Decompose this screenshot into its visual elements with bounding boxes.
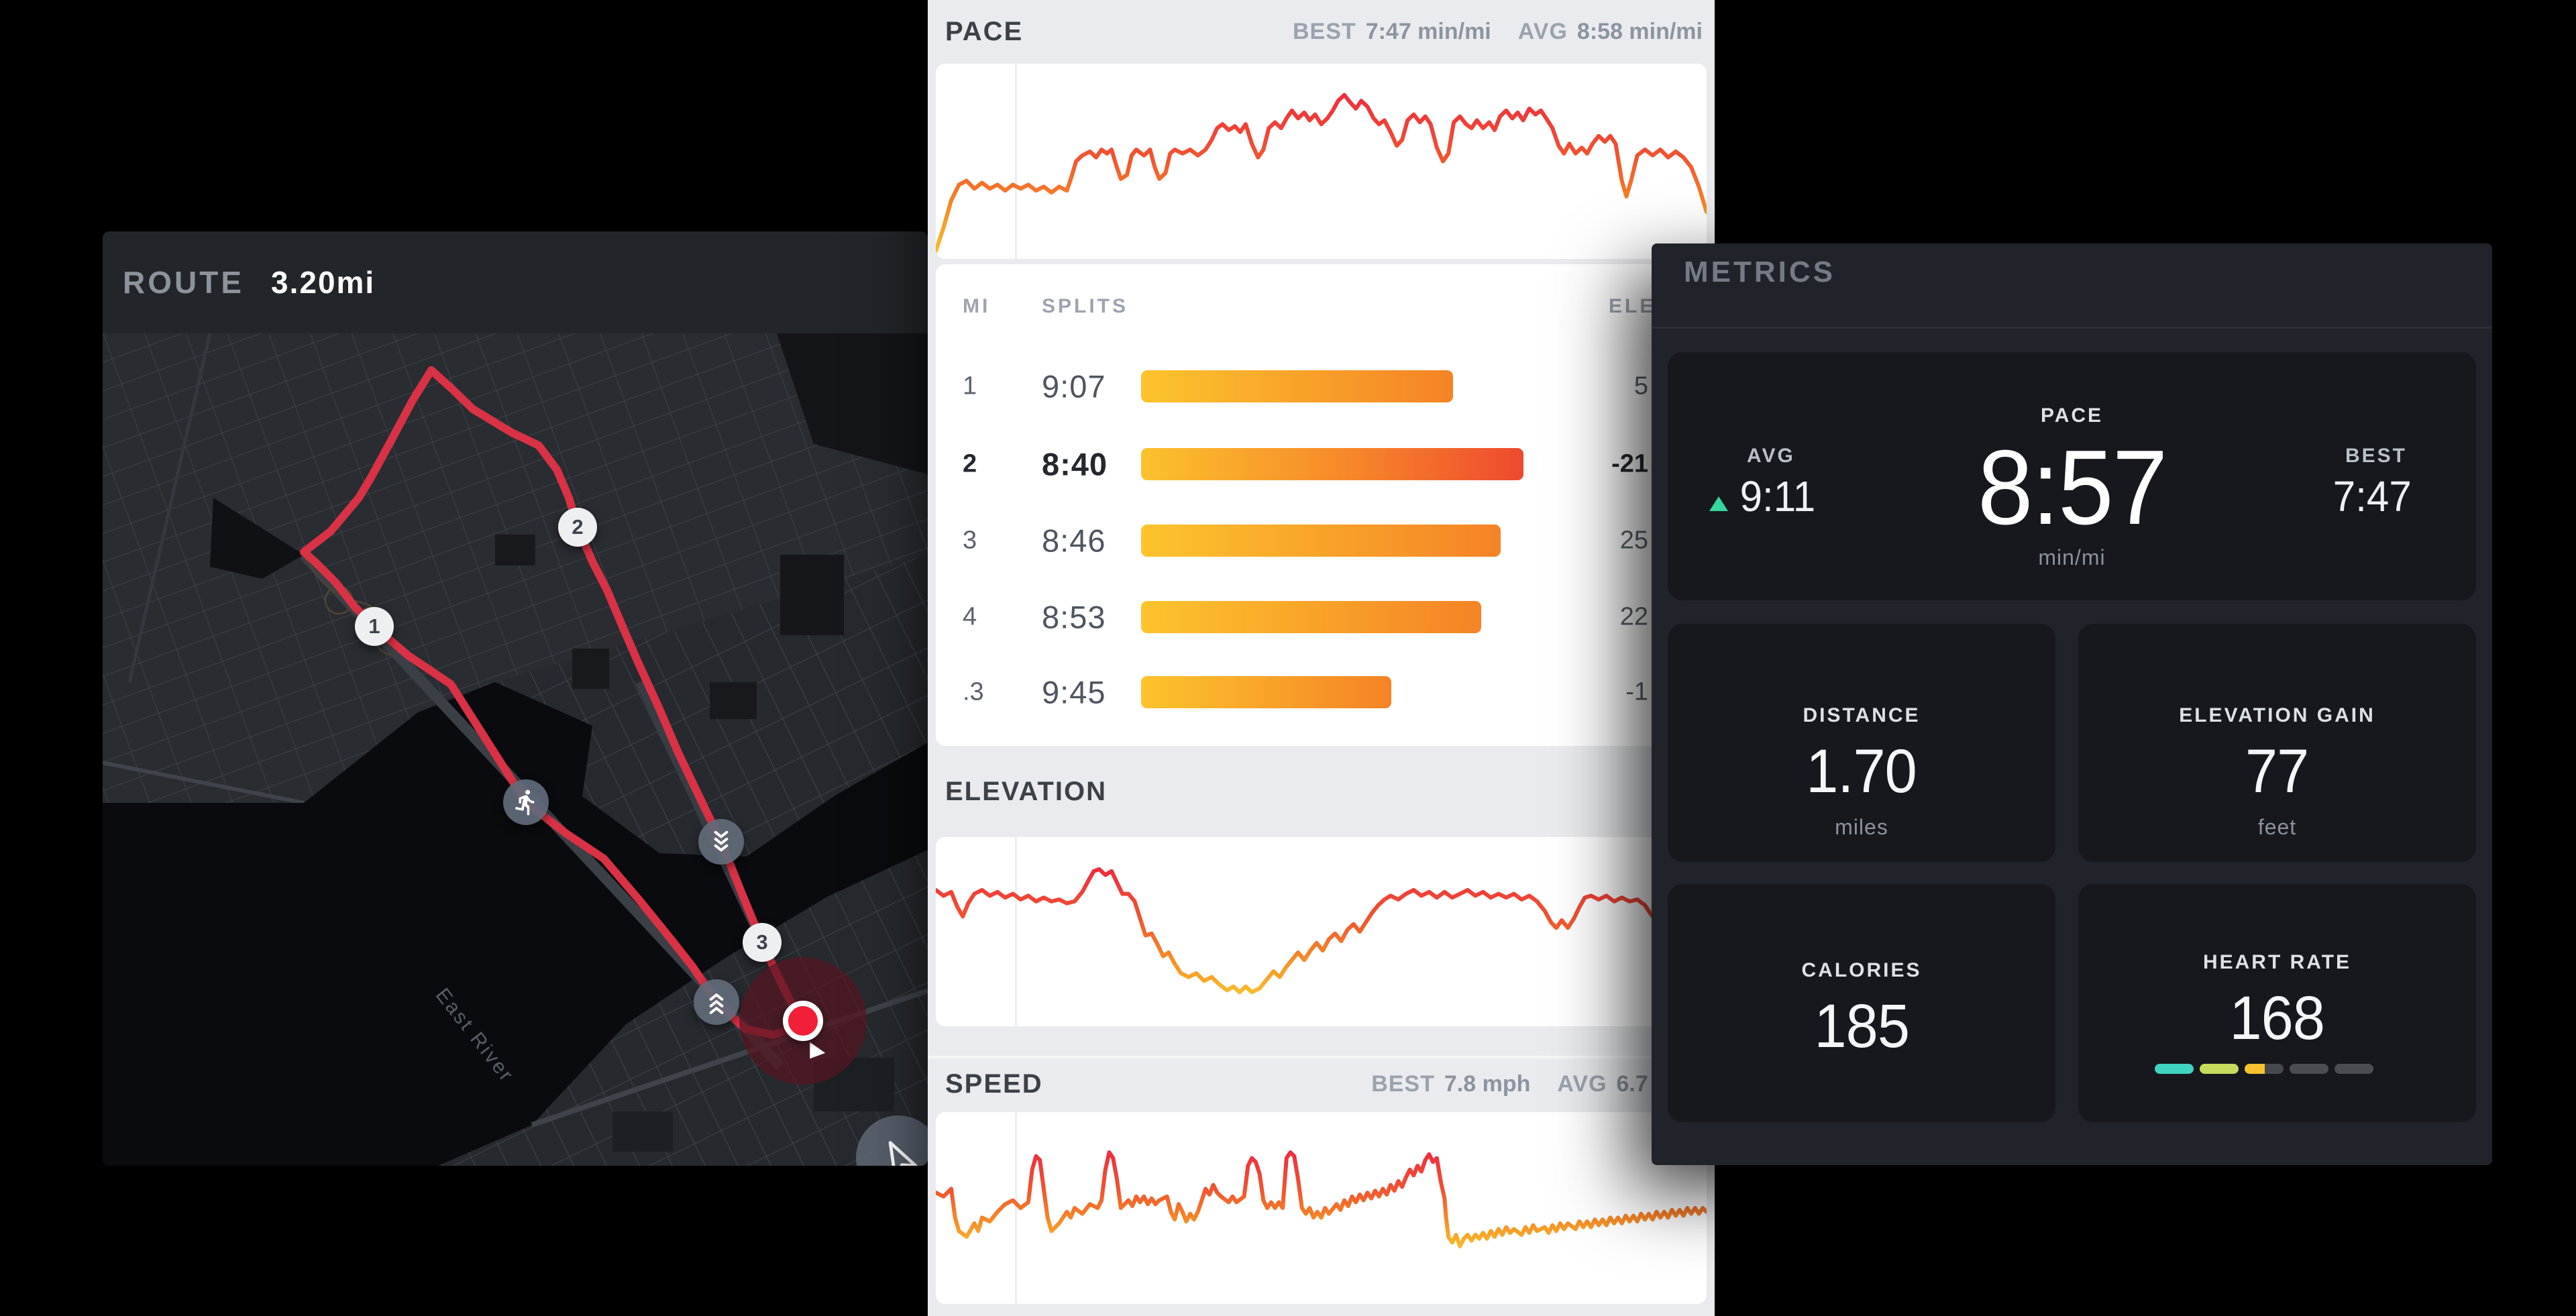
split-elevation: 25 [1619, 526, 1648, 555]
split-time: 8:53 [1042, 599, 1106, 635]
metrics-title: METRICS [1684, 256, 1835, 288]
trend-up-icon [1709, 496, 1728, 511]
heart-zone-segment-2 [2200, 1064, 2239, 1074]
elevation-section-title: ELEVATION [945, 776, 1107, 806]
calories-value: 185 [1814, 992, 1909, 1060]
heart-zone-segment-4 [2290, 1064, 2328, 1074]
heart-rate-label: HEART RATE [2202, 951, 2352, 973]
split-bar [1141, 676, 1391, 708]
split-time: 9:07 [1042, 368, 1106, 404]
speed-best-value: 7.8 mph [1444, 1071, 1531, 1097]
end-point-marker[interactable] [783, 1001, 823, 1041]
route-header: ROUTE 3.20mi [103, 231, 928, 333]
pace-unit: min/mi [2038, 545, 2106, 569]
pace-best-value: 7:47 [2332, 472, 2412, 520]
split-bar [1141, 448, 1523, 480]
pace-section-header: PACE BEST 7:47 min/mi AVG 8:58 min/mi [928, 0, 1715, 64]
split-elevation: 22 [1619, 602, 1648, 631]
splits-table: MI SPLITS ELEVATION 19:07528:40-2138:462… [936, 264, 1707, 746]
elevation-line [936, 837, 1707, 1026]
split-mile: 4 [963, 602, 977, 631]
split-bar [1141, 601, 1481, 633]
mile-marker-2[interactable]: 2 [558, 508, 597, 547]
speed-chart [936, 1112, 1707, 1304]
heart-rate-metric-card: HEART RATE 168 [2078, 884, 2476, 1122]
calories-label: CALORIES [1801, 959, 1922, 981]
mile-marker-1[interactable]: 1 [355, 607, 394, 646]
splits-col-splits: SPLITS [1042, 295, 1129, 317]
distance-value: 1.70 [1806, 737, 1917, 806]
map-base-tiles [103, 333, 928, 1166]
speed-line [936, 1112, 1707, 1304]
elevation-gain-metric-card: ELEVATION GAIN 77 feet [2078, 624, 2476, 862]
chart-gridline [1015, 1112, 1017, 1304]
chevrons-up-icon[interactable] [694, 979, 739, 1025]
split-elevation: -21 [1611, 449, 1648, 478]
elevation-chart [936, 837, 1707, 1026]
chart-gridline [1015, 64, 1017, 259]
split-bar [1141, 525, 1501, 557]
split-elevation: 5 [1633, 372, 1648, 400]
pace-avg-value: 8:58 min/mi [1576, 19, 1703, 44]
speed-avg-label: AVG [1557, 1071, 1607, 1097]
elevation-gain-label: ELEVATION GAIN [2179, 704, 2375, 726]
split-mile: 2 [963, 449, 977, 478]
pace-metric-card: PACE AVG 9:11 8:57 min/mi BEST 7:47 [1668, 352, 2476, 600]
elevation-gain-value: 77 [2245, 737, 2309, 806]
elevation-gain-unit: feet [2257, 815, 2297, 839]
pace-avg-label: AVG [1517, 19, 1568, 44]
pace-chart [936, 64, 1707, 259]
speed-section-title: SPEED [945, 1068, 1043, 1099]
pace-section-title: PACE [945, 17, 1024, 46]
pace-avg-label: AVG [1747, 445, 1795, 467]
heart-rate-value: 168 [2229, 984, 2325, 1052]
pace-card-title: PACE [2040, 404, 2104, 427]
heart-zone-segment-3 [2245, 1064, 2284, 1074]
pace-current-value: 8:57 [1977, 429, 2167, 547]
speed-section-header: SPEED BEST 7.8 mph AVG 6.7 mph [928, 1026, 1715, 1112]
section-divider [928, 1056, 1715, 1058]
split-mile: 1 [963, 372, 977, 400]
calories-metric-card: CALORIES 185 [1668, 884, 2055, 1122]
chevrons-down-icon[interactable] [698, 819, 744, 865]
mile-marker-3[interactable]: 3 [743, 923, 782, 962]
splits-col-mi: MI [963, 295, 991, 317]
runner-icon[interactable] [503, 779, 549, 825]
split-elevation: -1 [1625, 677, 1648, 706]
speed-best-label: BEST [1371, 1071, 1435, 1097]
pace-best-label: BEST [1293, 19, 1356, 44]
elevation-section-header: ELEVATION [928, 746, 1715, 837]
pace-line [936, 64, 1707, 259]
route-map-panel: ROUTE 3.20mi [103, 231, 928, 1166]
distance-label: DISTANCE [1803, 704, 1921, 726]
split-bar [1141, 370, 1453, 402]
metrics-panel: METRICS PACE AVG 9:11 8:57 min/mi BEST 7… [1652, 243, 2492, 1165]
split-mile: 3 [963, 526, 977, 555]
route-title: ROUTE [123, 265, 244, 300]
distance-unit: miles [1835, 815, 1888, 839]
split-mile: .3 [963, 677, 984, 706]
pace-best-label: BEST [2345, 445, 2408, 467]
heart-zone-segment-1 [2155, 1064, 2194, 1074]
metrics-divider [1652, 327, 2492, 329]
split-time: 9:45 [1042, 674, 1106, 710]
route-distance: 3.20mi [271, 265, 376, 300]
heart-rate-zone-bar [2155, 1064, 2373, 1074]
navigation-arrow-icon [888, 1141, 918, 1166]
split-time: 8:46 [1042, 523, 1106, 559]
pace-avg-value: 9:11 [1709, 472, 1818, 521]
activity-detail-panel: PACE BEST 7:47 min/mi AVG 8:58 min/mi MI… [928, 0, 1715, 1316]
chart-gridline [1015, 837, 1017, 1026]
pace-best-value: 7:47 min/mi [1365, 19, 1491, 44]
split-time: 8:40 [1042, 446, 1108, 482]
heart-zone-segment-5 [2334, 1064, 2373, 1074]
distance-metric-card: DISTANCE 1.70 miles [1668, 624, 2055, 862]
